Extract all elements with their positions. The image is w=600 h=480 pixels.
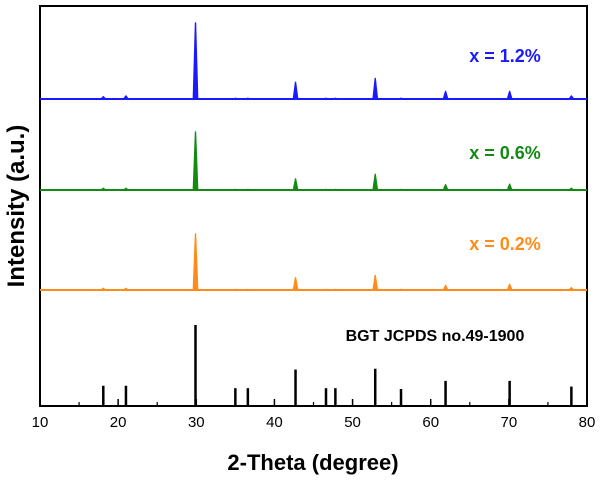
diffraction-peak xyxy=(244,288,251,291)
xrd-traces xyxy=(40,22,587,291)
diffraction-peak xyxy=(232,288,239,291)
diffraction-peak xyxy=(244,188,251,191)
series-labels: x = 1.2% x = 0.6% x = 0.2% BGT JCPDS no.49-… xyxy=(346,46,541,345)
diffraction-peak xyxy=(372,274,379,291)
diffraction-peak xyxy=(372,77,379,100)
diffraction-peak xyxy=(100,287,107,291)
diffraction-peak xyxy=(398,188,404,191)
diffraction-peak xyxy=(192,22,199,100)
x-tick-label: 10 xyxy=(32,414,49,431)
diffraction-peak xyxy=(123,187,129,191)
diffraction-peak xyxy=(123,287,129,291)
x-axis-ticks: 10 20 30 40 50 60 70 80 xyxy=(32,399,596,431)
x-tick-label: 70 xyxy=(501,414,518,431)
diffraction-peak xyxy=(100,96,107,100)
x-tick-label: 20 xyxy=(110,414,127,431)
diffraction-peak xyxy=(232,188,239,191)
diffraction-peak xyxy=(332,188,339,191)
series-label: x = 0.6% xyxy=(469,143,541,163)
diffraction-peak xyxy=(332,288,339,291)
diffraction-peak xyxy=(398,97,404,100)
diffraction-peak xyxy=(398,288,404,291)
diffraction-peak xyxy=(568,287,575,291)
trace-group xyxy=(40,131,587,191)
x-tick-label: 40 xyxy=(266,414,283,431)
diffraction-peak xyxy=(292,81,299,100)
diffraction-peak xyxy=(332,97,339,100)
diffraction-peak xyxy=(100,187,107,191)
x-tick-label: 30 xyxy=(188,414,205,431)
diffraction-peak xyxy=(506,183,513,191)
diffraction-peak xyxy=(292,178,299,191)
diffraction-peak xyxy=(244,97,251,100)
diffraction-peak xyxy=(568,95,575,100)
diffraction-peak xyxy=(192,131,199,191)
diffraction-peak xyxy=(442,284,449,291)
x-axis-label: 2-Theta (degree) xyxy=(227,450,398,475)
diffraction-peak xyxy=(232,97,239,100)
diffraction-peak xyxy=(442,90,449,100)
series-label: x = 1.2% xyxy=(469,46,541,66)
diffraction-peak xyxy=(292,276,299,291)
trace-group xyxy=(40,233,587,291)
trace-group xyxy=(40,22,587,100)
diffraction-peak xyxy=(192,233,199,291)
diffraction-peak xyxy=(372,173,379,191)
reference-label: BGT JCPDS no.49-1900 xyxy=(346,328,525,345)
diffraction-peak xyxy=(506,283,513,291)
plot-frame xyxy=(39,5,588,407)
diffraction-peak xyxy=(123,95,129,100)
x-tick-label: 60 xyxy=(422,414,439,431)
diffraction-peak xyxy=(323,97,329,100)
y-axis-label: Intensity (a.u.) xyxy=(3,125,30,288)
diffraction-peak xyxy=(323,188,329,191)
diffraction-peak xyxy=(506,90,513,100)
x-tick-label: 50 xyxy=(344,414,361,431)
diffraction-peak xyxy=(323,288,329,291)
diffraction-peak xyxy=(442,184,449,191)
diffraction-peak xyxy=(568,187,575,191)
series-label: x = 0.2% xyxy=(469,234,541,254)
x-tick-label: 80 xyxy=(579,414,596,431)
